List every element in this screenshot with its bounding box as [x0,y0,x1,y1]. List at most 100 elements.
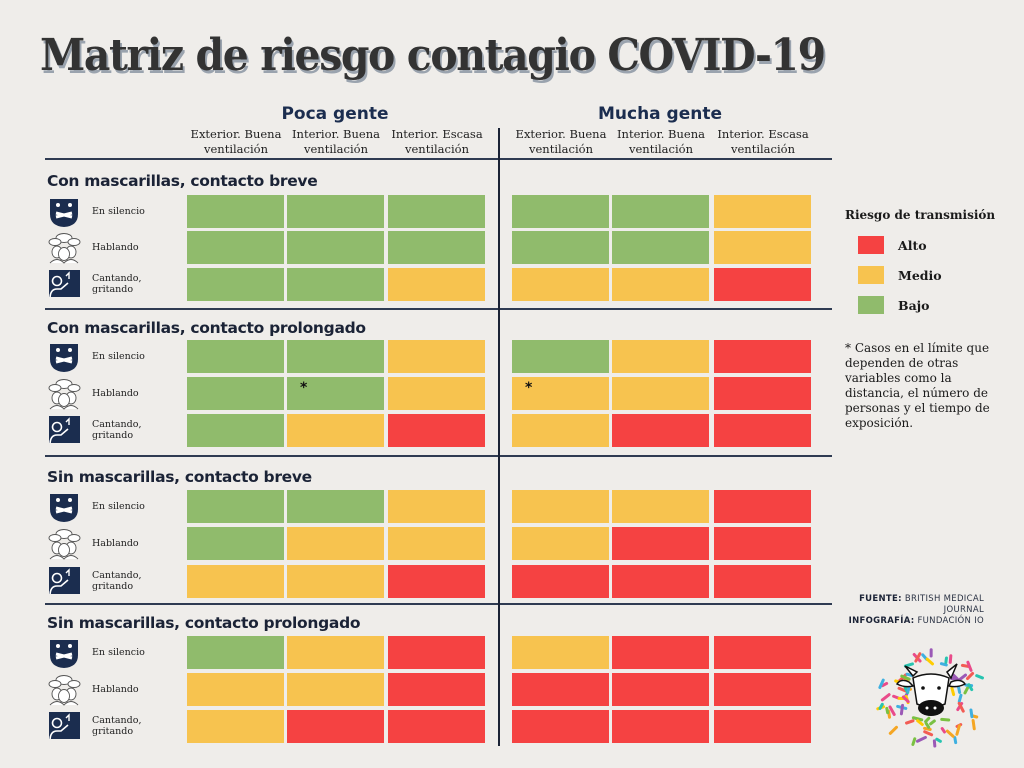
column-header-line: Interior. Escasa [391,127,483,141]
confetti-stroke [956,684,962,694]
row-label: Cantando, gritando [92,715,142,737]
risk-cell-bajo [187,414,284,447]
risk-cell-alto [388,565,485,598]
risk-cell-medio [512,636,609,669]
legend-swatch-alto [858,236,884,254]
column-header-line: ventilación [405,142,469,156]
cow-head-icon [895,663,967,716]
risk-cell-medio [187,710,284,743]
singing-person-icon [47,415,81,447]
confetti-stroke [901,695,910,704]
confetti-stroke [903,662,914,668]
section-separator [45,158,832,160]
section-separator [45,308,832,310]
row-label: En silencio [92,351,145,362]
risk-cell-medio [187,673,284,706]
row-label: Hablando [92,388,139,399]
confetti-stroke [975,674,984,680]
risk-cell-medio [287,636,384,669]
risk-cell-alto [714,490,811,523]
risk-cell-medio [512,527,609,560]
confetti-stroke [915,735,927,743]
risk-cell-alto [714,527,811,560]
confetti-stroke [911,716,924,722]
column-header-line: ventilación [204,142,268,156]
row-label: Hablando [92,538,139,549]
confetti-stroke [939,662,948,667]
legend-title: Riesgo de transmisión [845,208,996,222]
talking-people-icon [47,378,81,410]
risk-cell-bajo [388,231,485,264]
risk-cell-alto [714,565,811,598]
confetti-stroke [923,730,934,737]
confetti-stroke [935,737,942,743]
column-header-line: ventilación [629,142,693,156]
risk-cell-bajo [287,231,384,264]
confetti-stroke [948,654,953,664]
risk-cell-medio [714,231,811,264]
risk-cell-alto [612,673,709,706]
legend-swatch-bajo [858,296,884,314]
risk-cell-bajo [512,231,609,264]
borderline-marker: * [300,380,308,396]
risk-cell-bajo [287,490,384,523]
risk-cell-alto [512,673,609,706]
confetti-stroke [940,717,951,722]
confetti-stroke [957,693,963,703]
risk-cell-medio [287,527,384,560]
row-label: Hablando [92,684,139,695]
row-label: Cantando, gritando [92,419,142,441]
column-header-line: Interior. Buena [292,127,380,141]
column-header: Exterior. Buena ventilación [186,127,286,157]
confetti-stroke [911,737,917,746]
confetti-stroke [888,705,896,716]
confetti-stroke [967,683,974,692]
silence-face-icon [47,637,81,669]
risk-cell-medio [512,268,609,301]
confetti-stroke [916,719,924,726]
confetti-stroke [966,671,975,681]
risk-cell-medio: * [512,377,609,410]
confetti-stroke [878,702,884,710]
column-header: Interior. Escasa ventilación [387,127,487,157]
confetti-stroke [945,729,955,738]
section-separator [45,603,832,605]
row-label: Cantando, gritando [92,570,142,592]
confetti-stroke [880,681,889,688]
risk-cell-bajo [612,231,709,264]
singing-person-icon [47,566,81,598]
row-label: Hablando [92,242,139,253]
page-title: Matriz de riesgo contagio COVID-19 [40,30,826,81]
risk-cell-alto [714,673,811,706]
risk-cell-bajo [187,195,284,228]
risk-cell-medio [612,340,709,373]
infographic-value: FUNDACIÓN IO [917,616,984,626]
risk-cell-alto [714,710,811,743]
legend-label-alto: Alto [898,238,927,253]
risk-cell-medio [287,565,384,598]
column-header-line: ventilación [731,142,795,156]
risk-cell-bajo [187,527,284,560]
silence-face-icon [47,341,81,373]
confetti-stroke [944,656,948,664]
risk-cell-alto [287,710,384,743]
column-header-line: Interior. Buena [617,127,705,141]
silence-face-icon [47,491,81,523]
legend-label-bajo: Bajo [898,298,930,313]
risk-cell-bajo [187,340,284,373]
column-header-line: ventilación [304,142,368,156]
risk-cell-alto [714,268,811,301]
section-separator [45,455,832,457]
confetti-stroke [963,686,970,695]
column-header-line: ventilación [529,142,593,156]
risk-cell-alto [388,673,485,706]
borderline-note: * Casos en el límite que dependen de otr… [845,341,990,430]
risk-cell-bajo [187,377,284,410]
talking-people-icon [47,528,81,560]
risk-cell-medio [714,195,811,228]
confetti-stroke [892,694,901,700]
risk-cell-bajo [187,636,284,669]
confetti-stroke [960,663,970,668]
risk-cell-medio [612,268,709,301]
confetti-stroke [958,673,968,682]
